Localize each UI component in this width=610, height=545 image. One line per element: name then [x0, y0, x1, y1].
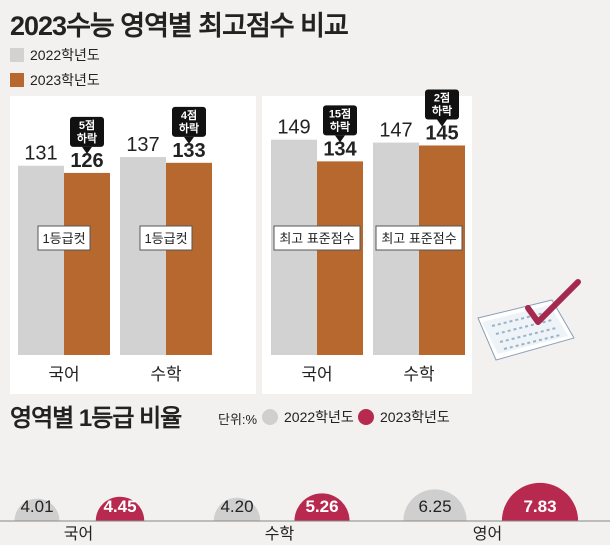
callout-text-0-국어-1: 하락 [77, 131, 97, 145]
ratio-category-label-영어: 영어 [473, 525, 502, 543]
value-label-0-국어-2022: 131 [24, 143, 57, 165]
bar-0-수학-2022 [120, 157, 166, 355]
legend2-item-2023: 2023학년도 [358, 407, 450, 427]
legend2-item-2022: 2022학년도 [262, 407, 354, 427]
ratio-category-label-수학: 수학 [265, 525, 295, 543]
value-label-1-국어-2022: 149 [277, 117, 310, 139]
legend2-label-2022: 2022학년도 [284, 409, 354, 425]
callout-text-1-국어-1: 하락 [330, 119, 350, 133]
callout-text-1-국어-0: 15점 [329, 106, 351, 120]
ratio-semicircle-영어-2022 [403, 489, 467, 521]
callout-pointer-0-수학 [184, 136, 194, 144]
callout-text-0-국어-0: 5점 [79, 118, 95, 132]
bar-0-국어-2023 [64, 172, 110, 355]
legend-swatch-2023 [10, 73, 24, 87]
legend-swatch-2022 [10, 48, 24, 62]
callout-pointer-1-국어 [335, 135, 345, 143]
legend-item-2023: 2023학년도 [10, 70, 100, 90]
value-label-0-수학-2023: 133 [172, 140, 205, 162]
callout-pointer-0-국어 [82, 146, 92, 154]
bar-label-1-수학: 최고 표준점수 [381, 231, 456, 246]
bar-0-수학-2023 [166, 162, 212, 355]
bar-label-box-0-국어 [37, 225, 91, 251]
bar-label-box-1-수학 [375, 225, 463, 251]
bar-label-box-1-국어 [273, 225, 361, 251]
exam-sheet-icon [477, 279, 581, 361]
ratio-value-국어-2023: 4.45 [103, 497, 136, 516]
section-title-grade1-ratio: 영역별 1등급 비율 [10, 405, 182, 432]
category-label-1-수학: 수학 [403, 365, 435, 384]
value-label-0-수학-2022: 137 [126, 134, 159, 156]
callout-box-1-수학 [425, 89, 459, 120]
callout-text-0-수학-1: 하락 [179, 121, 199, 135]
callout-box-0-국어 [70, 116, 104, 147]
callout-pointer-1-수학 [437, 119, 447, 127]
ratio-semicircle-국어-2023 [95, 496, 145, 521]
ratio-category-label-국어: 국어 [64, 525, 93, 543]
ratio-semicircle-영어-2023 [501, 482, 579, 521]
legend-label-2023: 2023학년도 [30, 72, 100, 88]
bar-label-box-0-수학 [139, 225, 193, 251]
legend2-label-2023: 2023학년도 [380, 409, 450, 425]
category-label-1-국어: 국어 [301, 365, 332, 384]
category-label-0-수학: 수학 [150, 365, 182, 384]
legend-item-2022: 2022학년도 [10, 45, 100, 65]
callout-box-1-국어 [323, 105, 357, 136]
ratio-value-수학-2023: 5.26 [305, 497, 338, 516]
bar-1-국어-2023 [317, 161, 363, 355]
ratio-value-수학-2022: 4.20 [220, 497, 253, 516]
bar-label-0-국어: 1등급컷 [42, 231, 85, 246]
bar-0-국어-2022 [18, 165, 64, 355]
category-label-0-국어: 국어 [48, 365, 79, 384]
bar-label-0-수학: 1등급컷 [144, 231, 187, 246]
chart-title: 2023수능 영역별 최고점수 비교 [10, 11, 349, 41]
legend2-dot-2023 [358, 409, 374, 425]
legend2-dot-2022 [262, 409, 278, 425]
legend-label-2022: 2022학년도 [30, 47, 100, 63]
ratio-value-영어-2023: 7.83 [523, 497, 556, 516]
value-label-1-수학-2023: 145 [425, 122, 458, 144]
callout-text-1-수학-0: 2점 [434, 90, 450, 104]
value-label-1-국어-2023: 134 [323, 138, 357, 160]
ratio-value-국어-2022: 4.01 [20, 497, 53, 516]
value-label-0-국어-2023: 126 [70, 150, 103, 172]
ratio-semicircle-수학-2023 [294, 493, 350, 521]
callout-text-0-수학-0: 4점 [181, 108, 197, 122]
callout-text-1-수학-1: 하락 [432, 103, 452, 117]
bar-label-1-국어: 최고 표준점수 [279, 231, 354, 246]
ratio-semicircle-수학-2022 [213, 497, 261, 521]
ratio-semicircle-국어-2022 [14, 498, 60, 521]
callout-box-0-수학 [172, 106, 206, 137]
value-label-1-수학-2022: 147 [379, 120, 412, 142]
ratio-value-영어-2022: 6.25 [418, 497, 451, 516]
unit-label: 단위:% [218, 412, 258, 427]
